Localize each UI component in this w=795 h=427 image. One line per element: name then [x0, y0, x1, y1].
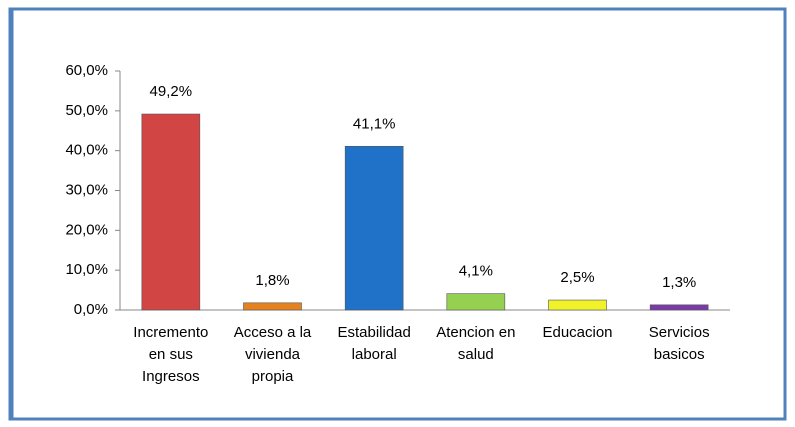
data-label: 49,2% — [150, 83, 193, 100]
x-tick-label: Estabilidad — [337, 324, 410, 341]
y-tick-label: 20,0% — [65, 221, 108, 238]
y-tick-label: 40,0% — [65, 142, 108, 159]
bar — [141, 113, 201, 311]
x-tick-label: basicos — [654, 346, 705, 363]
y-tick-label: 10,0% — [65, 261, 108, 278]
bar — [344, 145, 404, 311]
x-tick-label: en sus — [149, 346, 193, 363]
bar — [649, 304, 709, 311]
x-tick-label: laboral — [352, 346, 397, 363]
y-tick-label: 50,0% — [65, 102, 108, 119]
x-tick-label: vivienda — [245, 346, 301, 363]
y-tick-label: 60,0% — [65, 62, 108, 79]
bar — [243, 302, 302, 311]
x-tick-label: salud — [458, 346, 494, 363]
data-label: 2,5% — [560, 269, 594, 286]
x-tick-label: propia — [252, 368, 294, 385]
data-label: 41,1% — [353, 115, 396, 132]
bar — [446, 293, 506, 311]
y-tick-label: 30,0% — [65, 181, 108, 198]
x-tick-label: Incremento — [133, 324, 208, 341]
x-tick-label: Educacion — [542, 324, 612, 341]
x-tick-label: Ingresos — [142, 368, 200, 385]
data-label: 1,8% — [255, 272, 289, 289]
x-tick-label: Atencion en — [436, 324, 515, 341]
x-tick-label: Servicios — [649, 324, 710, 341]
y-tick-label: 0,0% — [74, 301, 108, 318]
data-label: 1,3% — [662, 274, 696, 291]
bar — [548, 299, 607, 311]
data-label: 4,1% — [459, 263, 493, 280]
x-tick-label: Acceso a la — [234, 324, 312, 341]
